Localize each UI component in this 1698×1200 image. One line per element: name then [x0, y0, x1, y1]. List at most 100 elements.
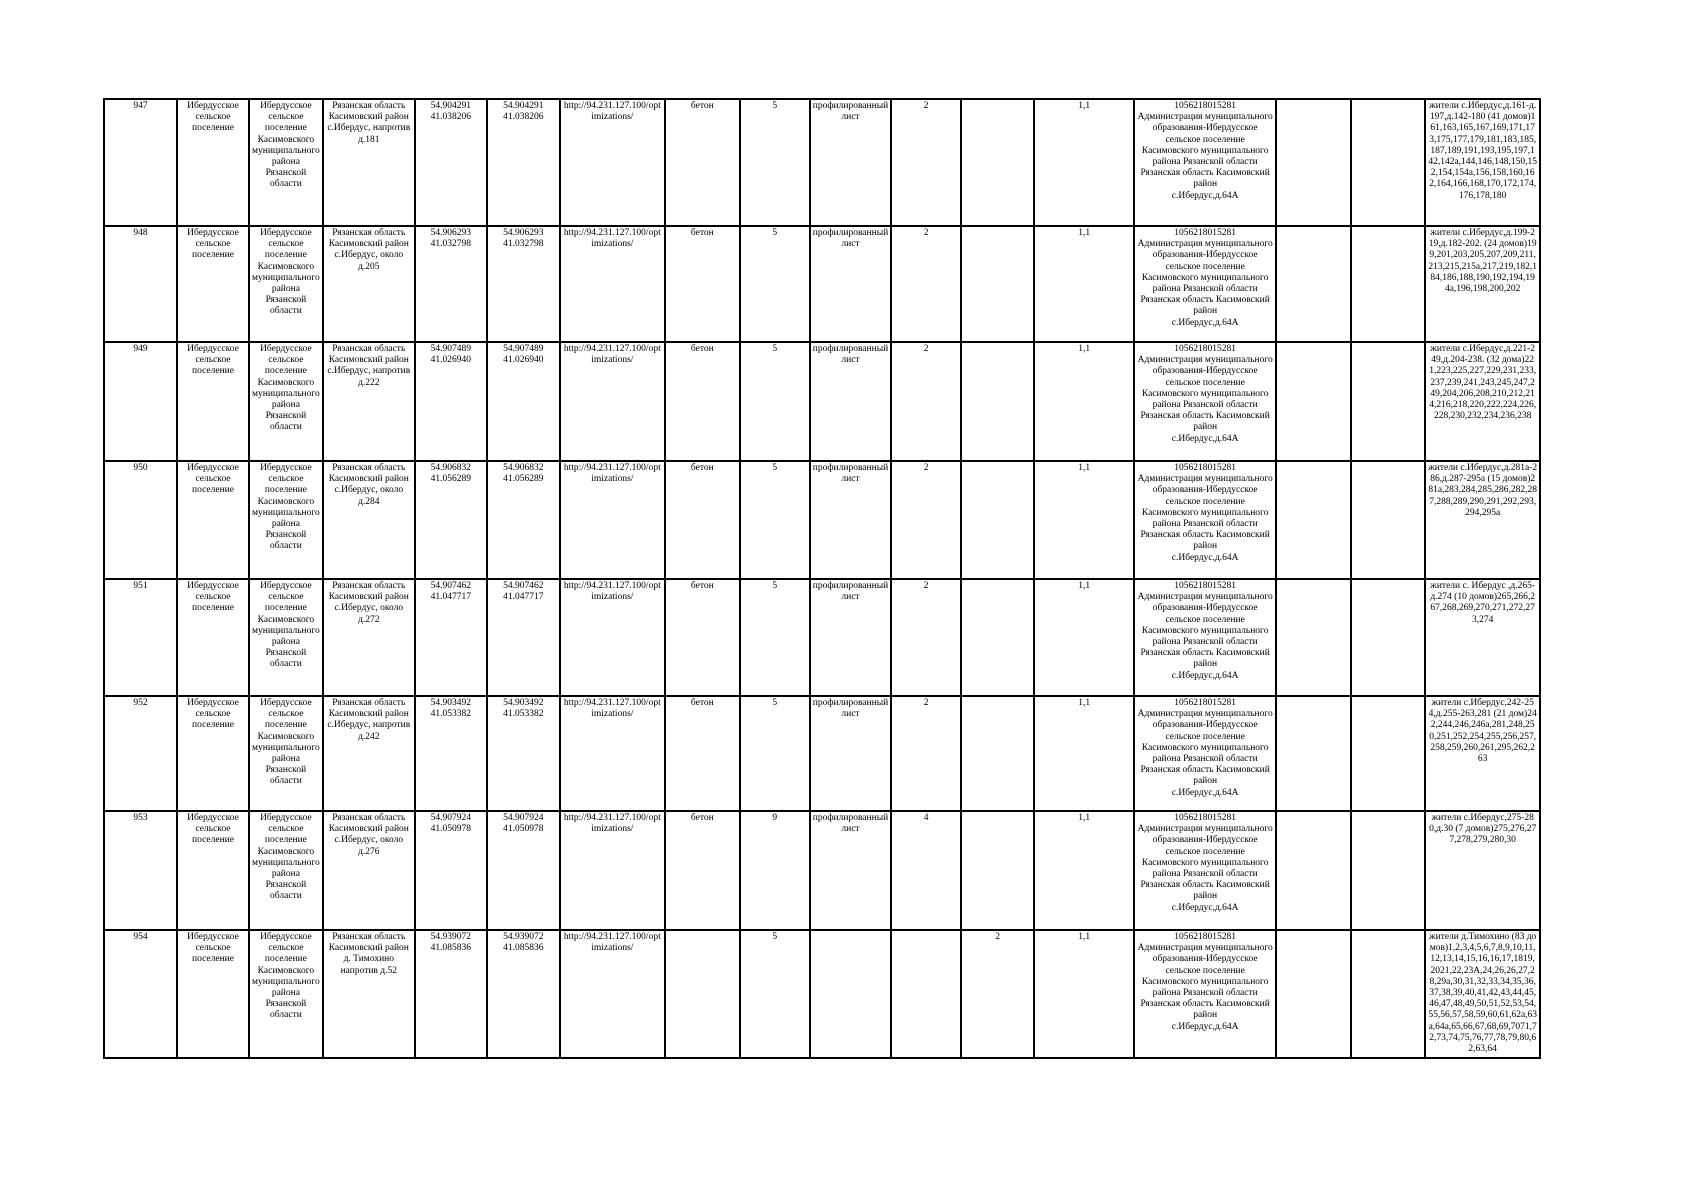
cell-empty-2 — [1350, 578, 1427, 697]
cell-settlement-full: Ибердусское сельское поселение Касимовск… — [248, 578, 324, 697]
cell-coordinates-1: 54.939072 41.085836 — [413, 929, 488, 1059]
cell-row-number: 947 — [103, 98, 178, 227]
cell-row-number: 948 — [103, 225, 178, 343]
cell-surface-material: бетон — [663, 810, 741, 931]
cell-coordinates-2: 54.907924 41.050978 — [485, 810, 561, 931]
table-row: 953 Ибердусское сельское поселение Ибердус… — [103, 810, 1542, 931]
cell-settlement: Ибердусское сельское поселение — [176, 460, 250, 580]
cell-container-count: 2 — [890, 341, 963, 462]
cell-waste-sources: жители д.Тимохино (83 домов)1,2,3,4,5,6,… — [1424, 929, 1542, 1059]
cell-fence-material: профилированный лист — [808, 460, 893, 580]
cell-surface-material: бетон — [663, 98, 741, 227]
cell-surface-material — [663, 929, 741, 1059]
cell-empty-1 — [1275, 578, 1353, 697]
cell-waste-sources: жители с.Ибердус,д.221-249,д.204-238. (3… — [1424, 341, 1542, 462]
cell-planned-container-count — [960, 98, 1036, 227]
cell-coordinates-2: 54.939072 41.085836 — [485, 929, 561, 1059]
cell-settlement: Ибердусское сельское поселение — [176, 98, 250, 227]
cell-container-volume: 1,1 — [1033, 341, 1136, 462]
cell-owner-info: 1056218015281 Администрация муниципально… — [1133, 929, 1278, 1059]
cell-container-count: 2 — [890, 460, 963, 580]
cell-empty-2 — [1350, 341, 1427, 462]
cell-settlement-full: Ибердусское сельское поселение Касимовск… — [248, 98, 324, 227]
cell-row-number: 950 — [103, 460, 178, 580]
cell-url: http://94.231.127.100/optimizations/ — [558, 695, 666, 812]
cell-empty-1 — [1275, 460, 1353, 580]
cell-url: http://94.231.127.100/optimizations/ — [558, 810, 666, 931]
cell-empty-2 — [1350, 225, 1427, 343]
cell-settlement: Ибердусское сельское поселение — [176, 225, 250, 343]
cell-address: Рязанская область Касимовский район с.Иб… — [321, 695, 416, 812]
cell-owner-info: 1056218015281 Администрация муниципально… — [1133, 578, 1278, 697]
cell-fence-material: профилированный лист — [808, 341, 893, 462]
cell-waste-sources: жители с.Ибердус,275-280,д.30 (7 домов)2… — [1424, 810, 1542, 931]
cell-url: http://94.231.127.100/optimizations/ — [558, 98, 666, 227]
cell-coordinates-1: 54.907489 41.026940 — [413, 341, 488, 462]
cell-coordinates-1: 54.903492 41.053382 — [413, 695, 488, 812]
cell-planned-container-count — [960, 341, 1036, 462]
cell-coordinates-2: 54.903492 41.053382 — [485, 695, 561, 812]
cell-waste-sources: жители с. Ибердус ,д.265-д.274 (10 домов… — [1424, 578, 1542, 697]
cell-container-volume: 1,1 — [1033, 578, 1136, 697]
cell-row-number: 949 — [103, 341, 178, 462]
cell-container-count: 2 — [890, 225, 963, 343]
table-row: 949 Ибердусское сельское поселение Ибердус… — [103, 341, 1542, 462]
cell-planned-container-count: 2 — [960, 929, 1036, 1059]
cell-empty-1 — [1275, 810, 1353, 931]
cell-container-volume: 1,1 — [1033, 810, 1136, 931]
cell-address: Рязанская область Касимовский район с.Иб… — [321, 98, 416, 227]
cell-fence-material: профилированный лист — [808, 225, 893, 343]
table-row: 951 Ибердусское сельское поселение Ибердус… — [103, 578, 1542, 697]
cell-settlement: Ибердусское сельское поселение — [176, 929, 250, 1059]
cell-container-count: 2 — [890, 98, 963, 227]
cell-surface-material: бетон — [663, 341, 741, 462]
cell-address: Рязанская область Касимовский район с.Иб… — [321, 341, 416, 462]
cell-surface-material: бетон — [663, 225, 741, 343]
cell-address: Рязанская область Касимовский район с.Иб… — [321, 460, 416, 580]
cell-waste-sources: жители с.Ибердус,д.281а-286,д.287-295а (… — [1424, 460, 1542, 580]
cell-fence-material: профилированный лист — [808, 810, 893, 931]
cell-row-number: 952 — [103, 695, 178, 812]
cell-waste-sources: жители с.Ибердус,д.161-д.197,д.142-180 (… — [1424, 98, 1542, 227]
cell-settlement-full: Ибердусское сельское поселение Касимовск… — [248, 695, 324, 812]
cell-owner-info: 1056218015281 Администрация муниципально… — [1133, 341, 1278, 462]
cell-url: http://94.231.127.100/optimizations/ — [558, 578, 666, 697]
cell-fence-material: профилированный лист — [808, 578, 893, 697]
cell-planned-container-count — [960, 695, 1036, 812]
cell-container-volume: 1,1 — [1033, 929, 1136, 1059]
cell-empty-2 — [1350, 98, 1427, 227]
cell-settlement-full: Ибердусское сельское поселение Касимовск… — [248, 225, 324, 343]
table-row: 952 Ибердусское сельское поселение Ибердус… — [103, 695, 1542, 812]
cell-row-number: 951 — [103, 578, 178, 697]
cell-fence-material — [808, 929, 893, 1059]
cell-coordinates-1: 54.907462 41.047717 — [413, 578, 488, 697]
cell-container-volume: 1,1 — [1033, 225, 1136, 343]
cell-site-area: 5 — [738, 578, 811, 697]
cell-address: Рязанская область Касимовский район с.Иб… — [321, 810, 416, 931]
cell-surface-material: бетон — [663, 695, 741, 812]
cell-planned-container-count — [960, 578, 1036, 697]
cell-coordinates-2: 54.907489 41.026940 — [485, 341, 561, 462]
cell-fence-material: профилированный лист — [808, 98, 893, 227]
cell-settlement: Ибердусское сельское поселение — [176, 578, 250, 697]
cell-empty-1 — [1275, 341, 1353, 462]
cell-waste-sources: жители с.Ибердус,242-254,д.255-263,281 (… — [1424, 695, 1542, 812]
cell-url: http://94.231.127.100/optimizations/ — [558, 460, 666, 580]
cell-empty-1 — [1275, 695, 1353, 812]
cell-coordinates-2: 54.906832 41.056289 — [485, 460, 561, 580]
cell-owner-info: 1056218015281 Администрация муниципально… — [1133, 225, 1278, 343]
cell-container-count: 2 — [890, 578, 963, 697]
cell-empty-2 — [1350, 929, 1427, 1059]
cell-site-area: 5 — [738, 98, 811, 227]
table-row: 947 Ибердусское сельское поселение Ибердус… — [103, 98, 1542, 227]
cell-empty-1 — [1275, 225, 1353, 343]
cell-planned-container-count — [960, 460, 1036, 580]
table-row: 948 Ибердусское сельское поселение Ибердус… — [103, 225, 1542, 343]
cell-row-number: 954 — [103, 929, 178, 1059]
cell-settlement: Ибердусское сельское поселение — [176, 810, 250, 931]
cell-settlement-full: Ибердусское сельское поселение Касимовск… — [248, 341, 324, 462]
cell-owner-info: 1056218015281 Администрация муниципально… — [1133, 98, 1278, 227]
cell-url: http://94.231.127.100/optimizations/ — [558, 929, 666, 1059]
cell-owner-info: 1056218015281 Администрация муниципально… — [1133, 460, 1278, 580]
cell-settlement-full: Ибердусское сельское поселение Касимовск… — [248, 810, 324, 931]
